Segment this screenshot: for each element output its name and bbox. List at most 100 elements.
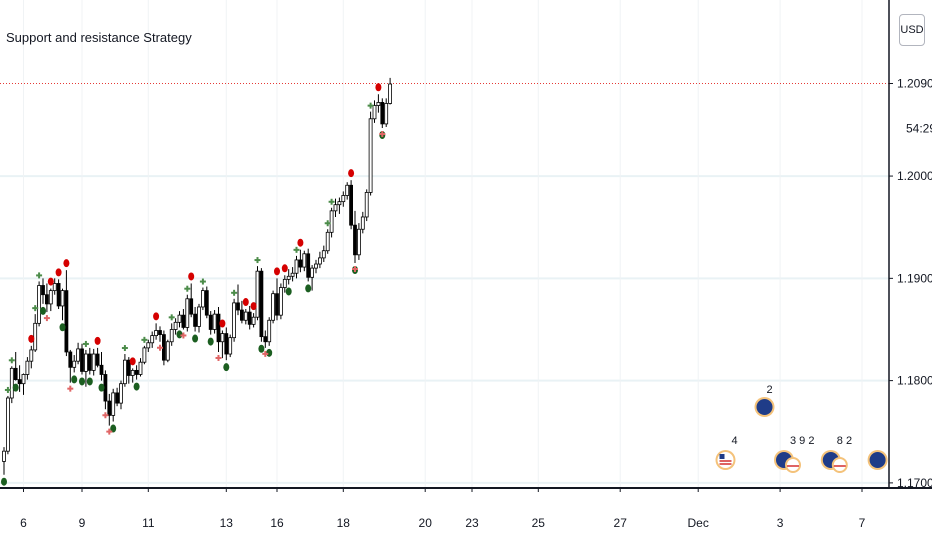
candle[interactable] <box>380 98 385 128</box>
candle[interactable] <box>325 229 330 254</box>
candle[interactable] <box>158 326 162 342</box>
candle[interactable] <box>282 275 287 293</box>
candle[interactable] <box>185 294 190 332</box>
candle[interactable] <box>119 380 123 410</box>
candle[interactable] <box>247 305 252 330</box>
candle[interactable] <box>329 207 334 238</box>
candle[interactable] <box>29 345 34 369</box>
candle[interactable] <box>314 259 318 274</box>
event-badge[interactable]: 2 <box>754 384 775 417</box>
candle[interactable] <box>173 318 178 335</box>
candle[interactable] <box>275 278 279 321</box>
candle[interactable] <box>103 370 108 410</box>
candle[interactable] <box>204 286 209 319</box>
candle[interactable] <box>239 300 244 324</box>
candle[interactable] <box>107 393 112 426</box>
candle[interactable] <box>177 311 182 328</box>
candle[interactable] <box>68 349 73 383</box>
candle[interactable] <box>220 330 225 359</box>
candle[interactable] <box>91 348 96 376</box>
candle[interactable] <box>236 284 240 316</box>
candle[interactable] <box>337 197 342 214</box>
candle[interactable] <box>349 180 354 230</box>
candle[interactable] <box>317 251 322 269</box>
candle[interactable] <box>154 323 159 340</box>
candle[interactable] <box>294 255 299 279</box>
candle[interactable] <box>52 278 57 295</box>
candle[interactable] <box>267 317 272 346</box>
candle[interactable] <box>21 373 26 395</box>
candle[interactable] <box>255 266 260 321</box>
candle[interactable] <box>130 368 135 383</box>
candle[interactable] <box>200 287 205 311</box>
candles[interactable] <box>2 77 393 475</box>
candle[interactable] <box>310 265 315 291</box>
candle[interactable] <box>364 189 369 222</box>
event-badge[interactable]: 3 9 2 <box>774 435 814 473</box>
candle[interactable] <box>142 345 147 365</box>
candle[interactable] <box>165 339 170 363</box>
candle[interactable] <box>232 298 237 342</box>
event-badge[interactable]: 4 <box>715 435 738 470</box>
event-badges[interactable]: 2 4 3 9 2 8 2 <box>715 384 888 473</box>
candle[interactable] <box>45 283 49 313</box>
candle[interactable] <box>212 310 217 334</box>
candle[interactable] <box>138 358 143 377</box>
candle[interactable] <box>290 267 295 282</box>
candle[interactable] <box>2 447 6 475</box>
candle[interactable] <box>208 311 213 335</box>
candle[interactable] <box>134 365 139 380</box>
candle[interactable] <box>48 288 53 312</box>
currency-button[interactable]: USD <box>899 14 925 46</box>
candle[interactable] <box>33 314 38 352</box>
candle[interactable] <box>263 330 268 348</box>
candle[interactable] <box>169 323 174 346</box>
candle[interactable] <box>99 351 104 381</box>
candle[interactable] <box>197 303 201 333</box>
candle[interactable] <box>341 191 346 207</box>
candle[interactable] <box>17 365 22 392</box>
candle[interactable] <box>356 223 361 260</box>
candle[interactable] <box>181 309 186 330</box>
candle[interactable] <box>278 283 283 320</box>
candle[interactable] <box>123 354 127 387</box>
candle[interactable] <box>243 309 248 325</box>
candle[interactable] <box>41 278 45 304</box>
candle[interactable] <box>216 306 221 352</box>
candle[interactable] <box>345 182 350 200</box>
candle[interactable] <box>286 269 291 285</box>
candle[interactable] <box>111 388 116 422</box>
candle[interactable] <box>76 342 80 365</box>
candle[interactable] <box>376 94 381 113</box>
candle[interactable] <box>228 334 233 358</box>
candle[interactable] <box>353 210 357 263</box>
candle[interactable] <box>321 245 326 262</box>
event-badge[interactable] <box>867 450 888 470</box>
candle[interactable] <box>37 281 41 327</box>
candle[interactable] <box>372 100 377 123</box>
candle[interactable] <box>84 349 88 387</box>
candle[interactable] <box>13 351 18 381</box>
candle[interactable] <box>87 347 92 375</box>
candle[interactable] <box>56 279 61 310</box>
candle[interactable] <box>360 211 365 234</box>
candle[interactable] <box>72 355 77 373</box>
candle[interactable] <box>193 306 198 332</box>
candle[interactable] <box>306 248 311 282</box>
candle[interactable] <box>224 327 229 361</box>
candle[interactable] <box>368 111 373 196</box>
candle[interactable] <box>95 347 100 368</box>
candle[interactable] <box>60 288 65 321</box>
candle[interactable] <box>146 339 151 352</box>
candle[interactable] <box>298 249 303 273</box>
candle[interactable] <box>80 343 84 375</box>
candle[interactable] <box>6 395 10 455</box>
candle[interactable] <box>302 250 307 272</box>
candle[interactable] <box>251 313 256 328</box>
candle[interactable] <box>189 283 194 318</box>
candle[interactable] <box>126 357 131 384</box>
candle[interactable] <box>9 366 14 404</box>
candle[interactable] <box>384 98 389 127</box>
event-badge[interactable]: 8 2 <box>820 435 852 473</box>
